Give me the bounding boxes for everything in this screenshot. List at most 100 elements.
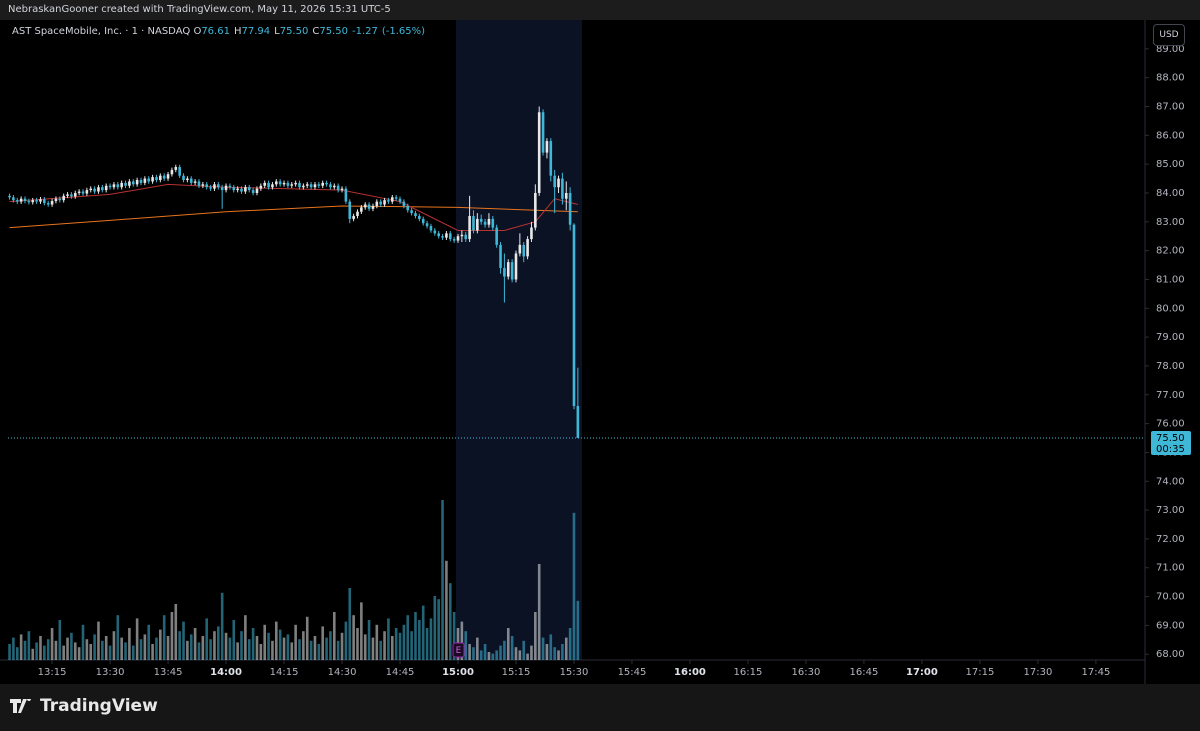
candle-body (155, 177, 158, 180)
volume-bar (375, 624, 379, 660)
event-marker (452, 642, 465, 658)
volume-bar (259, 644, 263, 660)
volume-bar (220, 592, 224, 660)
volume-bar (131, 645, 135, 660)
volume-bar (332, 612, 336, 660)
candle-body (275, 181, 278, 185)
candle-body (232, 187, 236, 191)
candle-body (101, 187, 104, 191)
candle-body (244, 187, 247, 192)
candle-body (85, 190, 89, 194)
volume-bar (534, 612, 537, 660)
change-percent: (-1.65%) (381, 26, 426, 37)
y-tick-label: 84.00 (1156, 188, 1185, 199)
candle-body (43, 199, 46, 204)
candle-body (332, 185, 336, 188)
candle-body (371, 205, 375, 209)
x-tick-label: 16:30 (792, 667, 821, 678)
ohlc: O76.61 H77.94 L75.50 C75.50 -1.27 (-1.65%) (193, 26, 429, 37)
candle-body (39, 199, 42, 202)
volume-bar (522, 640, 526, 660)
volume-bar (414, 612, 417, 660)
candle-body (62, 195, 65, 201)
volume-bar (557, 650, 560, 660)
x-tick-label: 13:30 (96, 667, 125, 678)
y-tick-label: 78.00 (1156, 361, 1185, 372)
x-tick-label: 13:45 (154, 667, 183, 678)
candle-body (390, 197, 394, 202)
candle-body (526, 239, 529, 257)
volume-bar (336, 640, 340, 660)
volume-bar (8, 644, 11, 660)
candle-body (510, 262, 514, 280)
candle-body (545, 141, 549, 153)
volume-bar (468, 644, 471, 660)
candle-body (313, 184, 317, 188)
symbol-title: AST SpaceMobile, Inc. · 1 · NASDAQ (12, 26, 191, 37)
volume-bar (390, 636, 394, 660)
volume-bar (564, 637, 568, 660)
event-label: E (456, 646, 462, 656)
volume-bar (197, 642, 201, 660)
candle-body (344, 188, 348, 202)
candle-body (418, 216, 421, 219)
candle-body (398, 198, 402, 202)
candle-body (209, 187, 212, 189)
volume-bar (352, 615, 355, 660)
volume-bar (360, 602, 363, 660)
volume-bar (232, 620, 236, 660)
candle-body (503, 267, 506, 277)
candle-body (31, 200, 35, 203)
candle-body (278, 181, 282, 185)
volume-bar (213, 631, 216, 660)
volume-bar (452, 612, 456, 660)
volume-bar (421, 605, 425, 660)
volume-bar (305, 616, 309, 660)
volume-bar (39, 636, 42, 660)
candle-body (271, 184, 274, 188)
volume-bar (309, 640, 313, 660)
footer: TradingView (0, 684, 1200, 731)
volume-bar (73, 642, 77, 660)
volume-bar (282, 637, 286, 660)
y-tick-label: 72.00 (1156, 534, 1185, 545)
candle-body (537, 112, 541, 193)
volume-bar (205, 618, 209, 660)
candle-body (104, 185, 108, 191)
volume-bar (371, 637, 375, 660)
y-tick-label: 83.00 (1156, 217, 1185, 228)
y-tick-label: 81.00 (1156, 274, 1185, 285)
volume-bar (495, 650, 498, 660)
volume-bar (367, 620, 371, 660)
x-tick-label: 17:15 (966, 667, 995, 678)
candle-body (499, 244, 502, 268)
volume-bar (572, 512, 576, 660)
candle-body (255, 188, 259, 193)
candle-body (247, 187, 251, 191)
volume-bar (263, 624, 267, 660)
volume-bar (166, 636, 170, 660)
y-tick-label: 70.00 (1156, 592, 1185, 603)
y-tick-label: 73.00 (1156, 505, 1185, 516)
candle-body (197, 181, 201, 186)
candle-body (23, 198, 27, 202)
volume-bar (104, 636, 108, 660)
candle-body (236, 188, 239, 191)
volume-bar (54, 640, 58, 660)
candle-body (251, 190, 255, 193)
volume-bar (568, 628, 572, 660)
candle-body (151, 177, 154, 182)
volume-bar (402, 624, 406, 660)
volume-bar (406, 615, 410, 660)
candle-body (259, 185, 263, 189)
volume-bar (445, 560, 448, 660)
candle-body (263, 182, 267, 186)
currency-button[interactable]: USD (1153, 24, 1185, 46)
candle-body (352, 216, 355, 219)
ohlc-label: C (312, 26, 320, 37)
candle-body (340, 188, 344, 191)
volume-bar (209, 639, 212, 660)
volume-bar (506, 628, 510, 660)
candle-body (522, 244, 526, 257)
volume-bar (224, 632, 228, 660)
